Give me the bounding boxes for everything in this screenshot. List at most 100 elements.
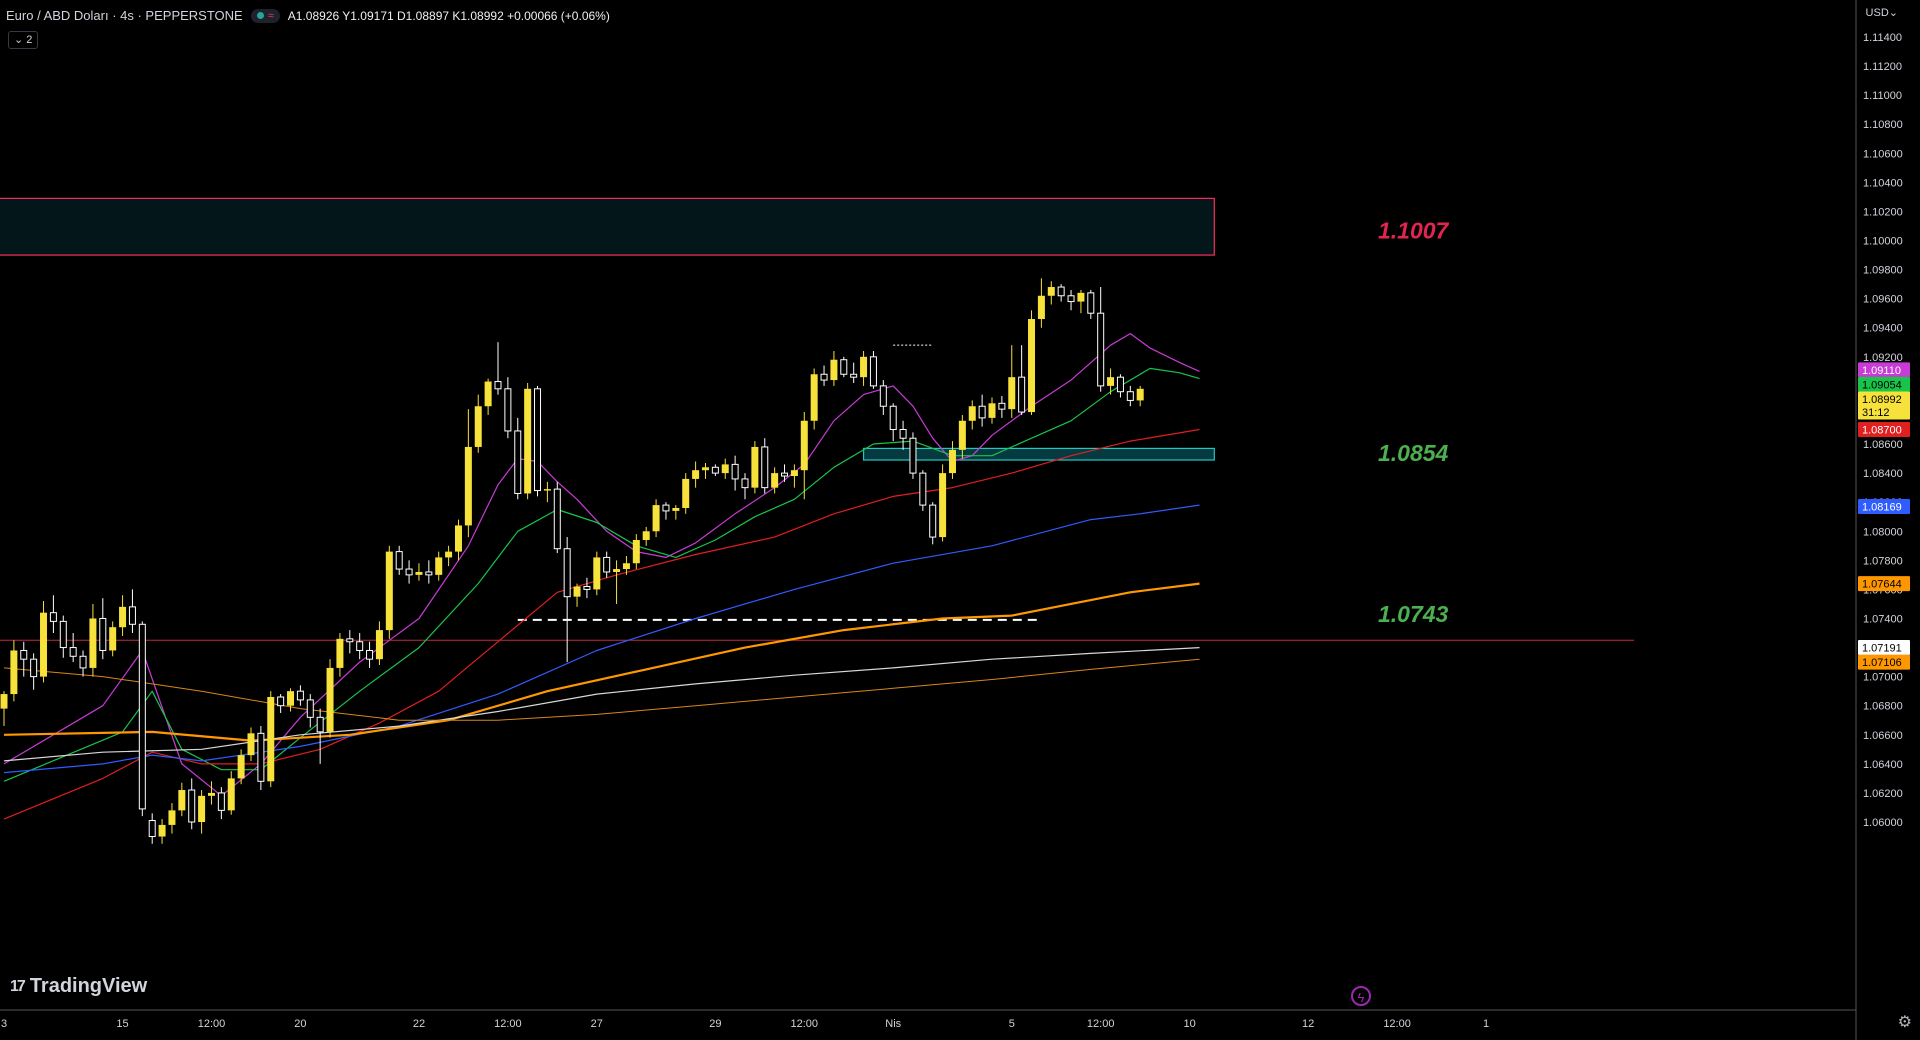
candle-95 (939, 464, 947, 542)
price-tick-label-26: 1.06200 (1863, 788, 1903, 800)
candle-25 (247, 727, 255, 761)
candle-2 (20, 641, 28, 677)
tradingview-logo[interactable]: 17 TradingView (10, 975, 147, 998)
candle-30 (296, 685, 304, 706)
candle-body (553, 488, 561, 550)
candle-body (237, 755, 245, 779)
moving-average-line-1 (3, 367, 1200, 782)
time-label-11: 12:00 (1087, 1018, 1115, 1030)
candle-body (326, 667, 334, 732)
candle-body (1057, 286, 1065, 297)
candle-37 (366, 641, 374, 668)
candle-82 (810, 368, 818, 430)
candle-52 (514, 417, 522, 500)
candle-78 (771, 467, 779, 494)
candle-body (593, 557, 601, 590)
moving-average-line-3 (3, 504, 1200, 774)
time-label-8: 12:00 (791, 1018, 819, 1030)
moving-average-line-5 (3, 647, 1200, 762)
candle-body (820, 373, 828, 381)
candle-body (375, 630, 383, 660)
candle-85 (840, 356, 848, 378)
candle-body (1028, 319, 1036, 413)
candle-22 (217, 787, 225, 820)
candle-57 (563, 537, 571, 663)
candle-body (800, 420, 808, 471)
candle-87 (860, 351, 868, 386)
candle-body (1126, 391, 1134, 401)
candle-body (1067, 295, 1075, 303)
candle-body (860, 356, 868, 378)
candle-body (138, 623, 146, 810)
candle-body (148, 820, 156, 838)
candle-body (790, 470, 798, 477)
indicators-collapse-button[interactable]: ⌄ 2 (8, 31, 39, 49)
candle-body (99, 617, 107, 651)
candle-body (958, 420, 966, 450)
price-tag-text: 1.07191 (1862, 643, 1902, 655)
tradingview-logo-text: TradingView (29, 975, 148, 997)
candle-5 (49, 595, 57, 634)
candle-body (879, 385, 887, 407)
candle-body (296, 690, 304, 701)
candle-body (267, 696, 275, 782)
time-label-3: 20 (294, 1018, 306, 1030)
price-tag-text: 1.09054 (1862, 379, 1902, 391)
candle-89 (879, 380, 887, 415)
candle-71 (701, 462, 709, 479)
candle-35 (346, 630, 354, 654)
candle-69 (682, 473, 690, 514)
time-label-15: 1 (1483, 1018, 1489, 1030)
candle-body (109, 627, 117, 651)
price-tick-label-5: 1.10400 (1863, 177, 1903, 189)
flash-icon[interactable]: ϟ (1351, 986, 1371, 1006)
price-tag-6: 1.07191 (1858, 640, 1910, 656)
candle-body (781, 472, 789, 477)
symbol-title[interactable]: Euro / ABD Doları · 4s · PEPPERSTONE (6, 8, 243, 23)
price-tick-label-3: 1.10800 (1863, 119, 1903, 131)
market-status-pill[interactable]: ≈ (250, 8, 280, 23)
candle-84 (830, 351, 838, 386)
candle-body (682, 478, 690, 508)
price-tag-text: 1.09110 (1862, 365, 1901, 377)
candle-body (968, 406, 976, 421)
candle-12 (119, 595, 127, 636)
candle-17 (168, 803, 176, 834)
candle-45 (445, 545, 453, 567)
candle-body (119, 606, 127, 628)
time-label-2: 12:00 (198, 1018, 226, 1030)
candle-19 (188, 778, 196, 830)
candle-body (336, 638, 344, 668)
candle-13 (128, 589, 136, 634)
candle-body (40, 612, 48, 677)
candle-body (405, 568, 413, 576)
candle-body (642, 531, 650, 540)
price-tick-label-1: 1.11200 (1863, 61, 1902, 73)
candle-body (603, 556, 611, 573)
candle-63 (622, 555, 630, 575)
candle-body (287, 691, 295, 706)
time-label-10: 5 (1009, 1018, 1015, 1030)
candle-body (366, 649, 374, 660)
gear-icon[interactable]: ⚙ (1897, 1014, 1912, 1031)
candle-body (534, 388, 542, 492)
candle-110 (1087, 289, 1095, 320)
candle-body (188, 789, 196, 823)
candle-body (869, 356, 877, 387)
market-open-dot-icon (256, 12, 264, 19)
candle-body (889, 405, 897, 431)
time-label-6: 27 (591, 1018, 603, 1030)
candle-64 (632, 534, 640, 570)
candle-body (563, 548, 571, 598)
candle-79 (781, 464, 789, 482)
currency-selector[interactable]: USD⌄ (1865, 7, 1898, 19)
candle-34 (336, 633, 344, 677)
candle-body (1008, 377, 1016, 410)
candle-72 (711, 464, 719, 477)
candle-112 (1107, 368, 1115, 395)
candle-59 (583, 577, 591, 599)
level-label-2: 1.0743 (1378, 601, 1449, 627)
time-axis[interactable]: 3 15 12:00 20 22 12:00 27 29 12:00 Nis 5 12:00 10 12 1… (1, 1018, 1489, 1030)
price-axis-bg[interactable] (1856, 0, 1920, 1040)
